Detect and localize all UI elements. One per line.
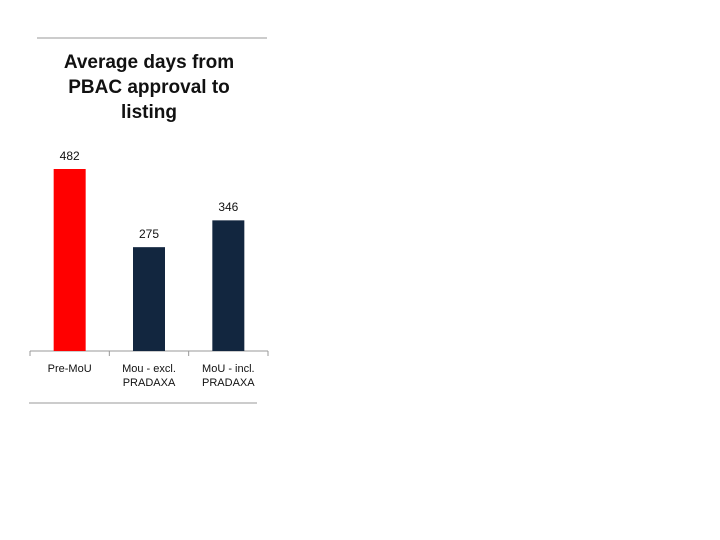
x-tick-label: MoU - incl. PRADAXA <box>202 363 255 389</box>
data-label: 346 <box>218 200 239 215</box>
data-label: 275 <box>138 227 160 242</box>
bar <box>53 169 86 351</box>
x-tick-label: Pre-MoU <box>47 363 92 375</box>
bar <box>212 220 245 351</box>
data-label: 482 <box>59 149 80 163</box>
bar <box>133 247 165 351</box>
x-tick-label: Mou - excl. PRADAXA <box>122 363 176 389</box>
chart-title: Average days from PBAC approval to listi… <box>63 52 235 123</box>
